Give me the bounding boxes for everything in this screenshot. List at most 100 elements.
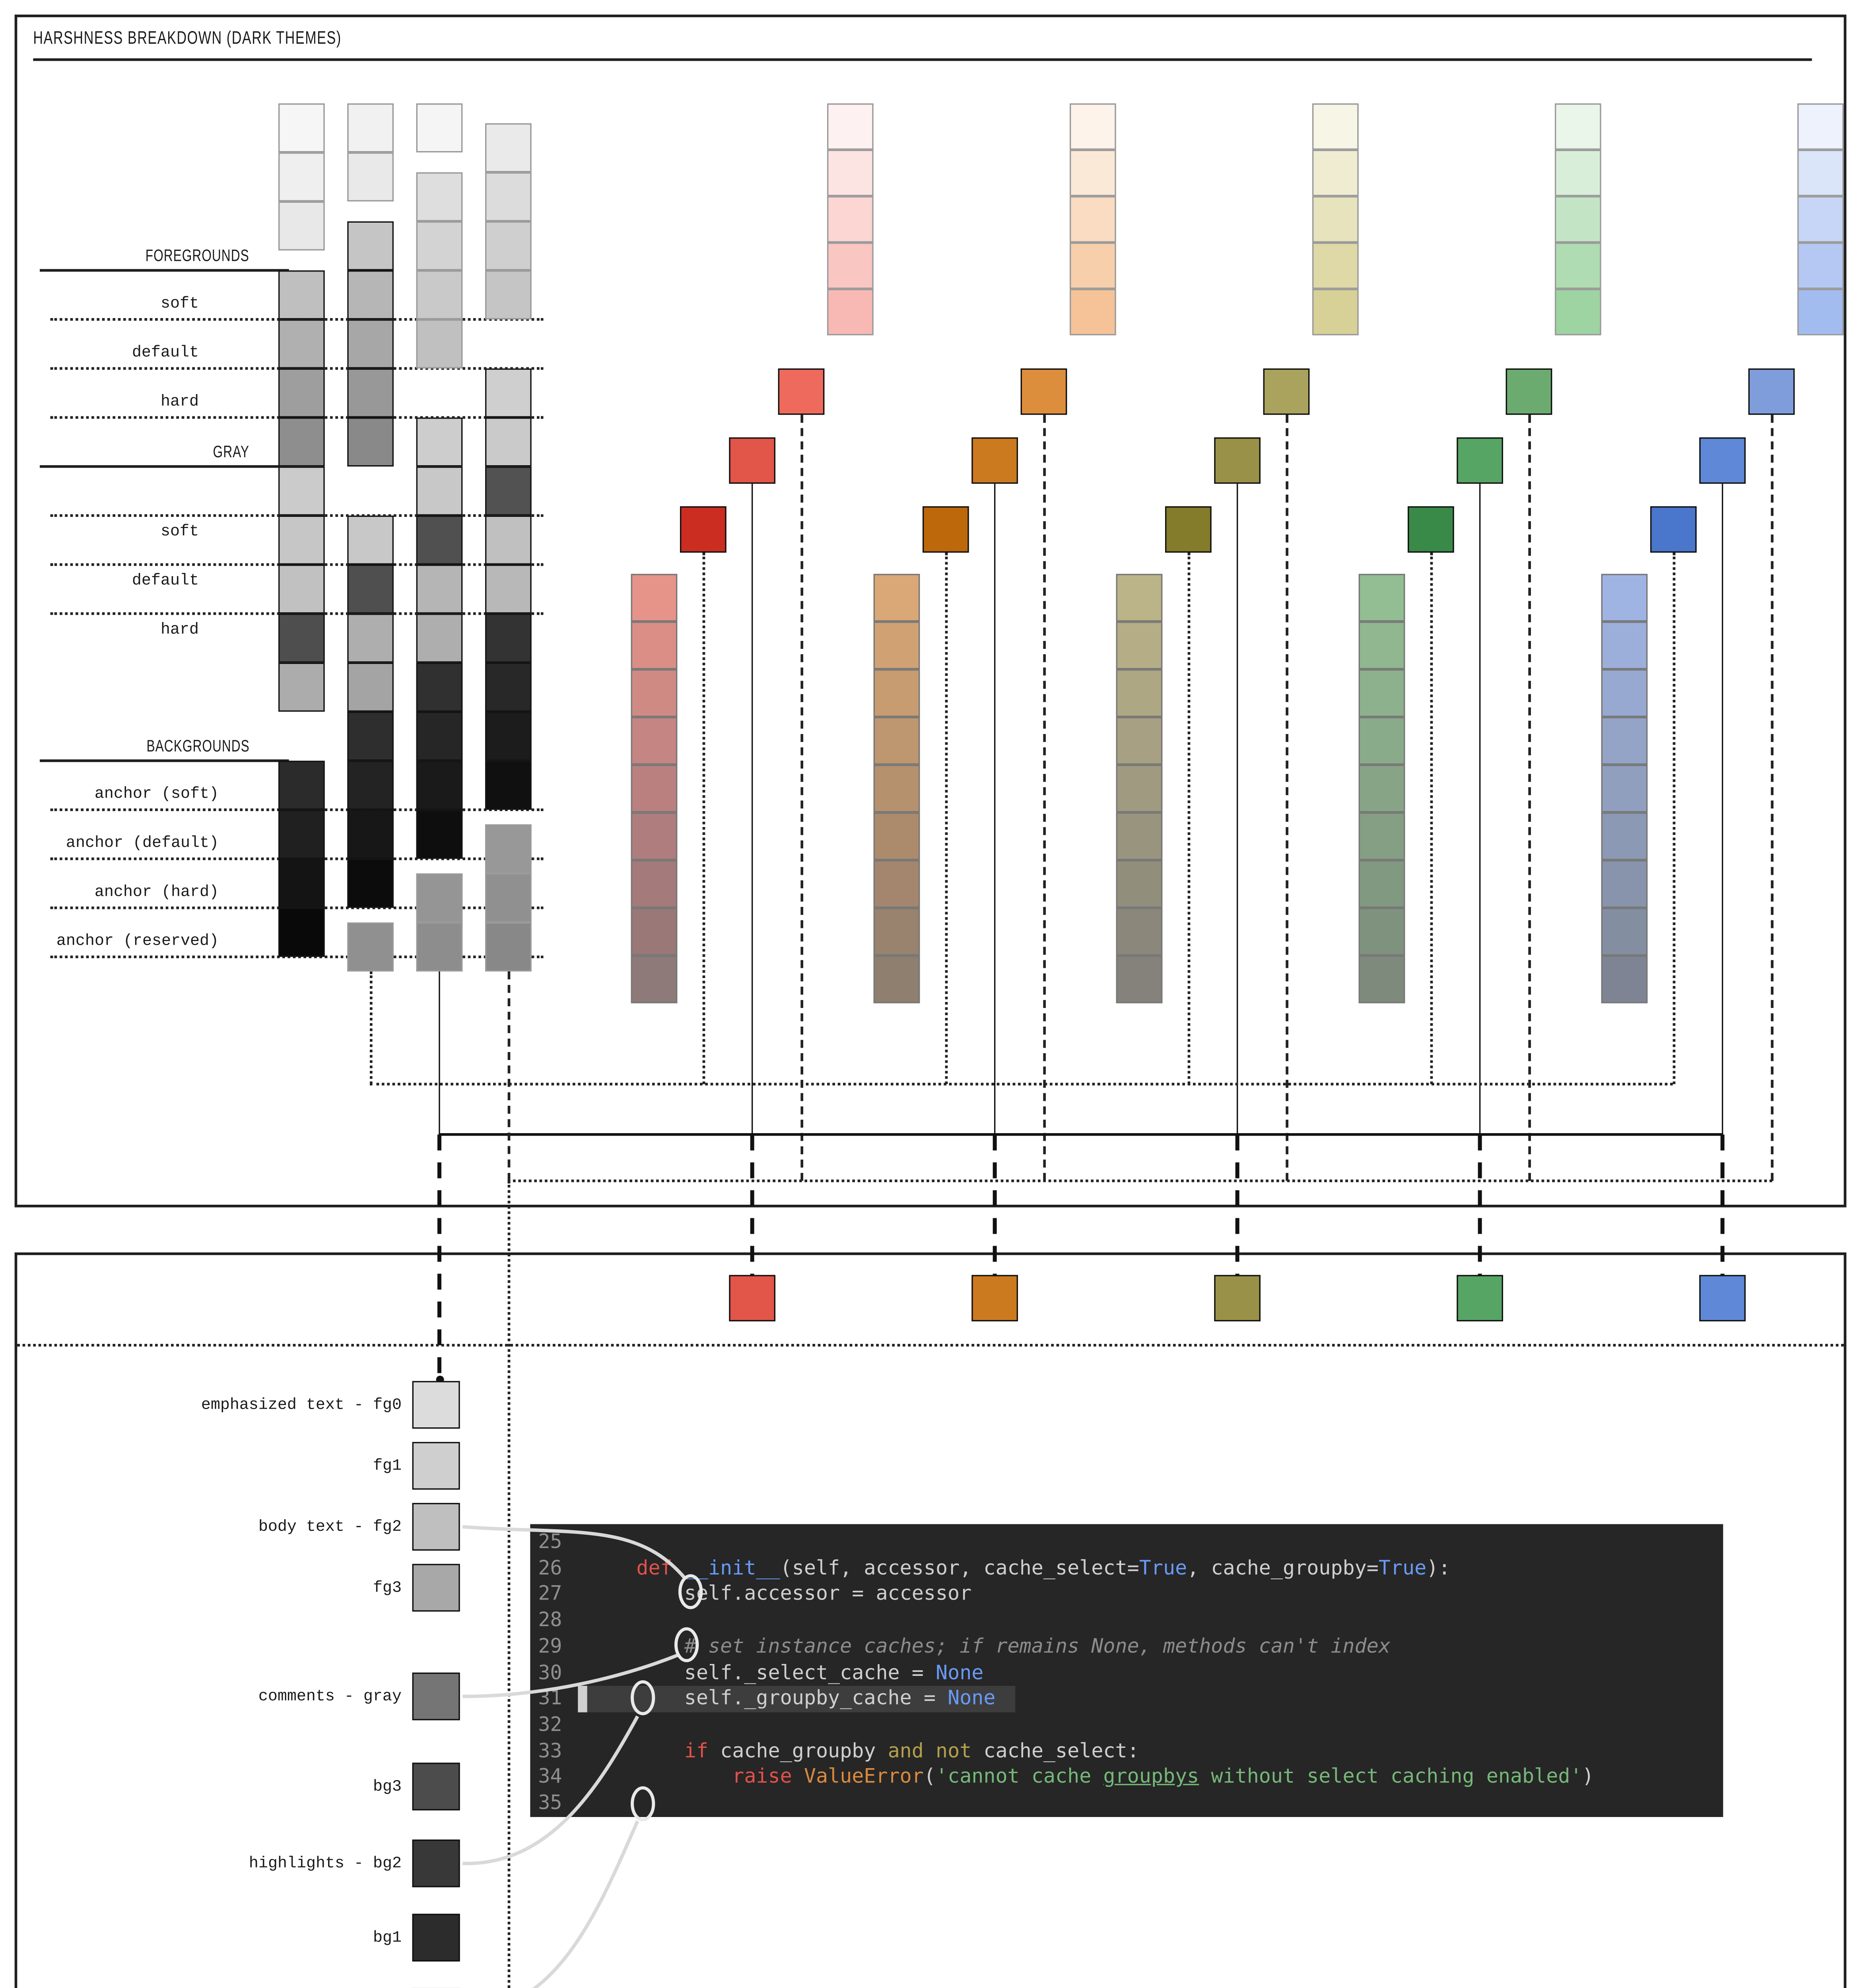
connector-dotted: [1429, 552, 1432, 1084]
connector-dotted: [1187, 552, 1190, 1084]
accent-hard-blue: [1650, 506, 1697, 553]
swatch-cell: [278, 201, 325, 250]
swatch-cell: [278, 152, 325, 202]
swatch-cell: [278, 319, 325, 369]
accent-swatch-row-item: [729, 1275, 775, 1322]
connector-dashed: [800, 415, 803, 1181]
fade-ramp-cell-blue: [1601, 860, 1648, 908]
legend-swatch-2: [412, 1503, 460, 1551]
swatch-cell: [347, 221, 394, 270]
connector-crossgap: [993, 1134, 997, 1275]
code-token-plain: ): [1582, 1764, 1594, 1788]
row-label-hard: hard: [160, 392, 199, 411]
swatch-cell: [416, 417, 463, 467]
light-ramp-cell-red: [827, 149, 874, 196]
code-token-plain: cache_select:: [971, 1738, 1139, 1762]
line-number: 26: [538, 1555, 562, 1580]
legend-label-3: fg3: [373, 1578, 402, 1597]
fade-ramp-cell-red: [631, 955, 678, 1004]
fade-ramp-cell-blue: [1601, 812, 1648, 860]
section-header-foregrounds: FOREGROUNDS: [40, 247, 249, 265]
panel2-dotted-rule: [17, 1343, 1844, 1347]
legend-dashed-line: [437, 1134, 441, 1381]
cursor-marker: [578, 1686, 587, 1712]
row-label-anchor-default-: anchor (default): [66, 833, 219, 852]
accent-default-green: [1457, 437, 1503, 484]
fade-ramp-cell-red: [631, 908, 678, 956]
line-number: 25: [538, 1529, 562, 1553]
light-ramp-cell-olive: [1312, 242, 1359, 289]
light-ramp-cell-red: [827, 242, 874, 289]
fade-ramp-cell-green: [1358, 621, 1405, 670]
connector-dotted: [701, 552, 705, 1084]
title-rule: [33, 58, 1812, 60]
legend-swatch-5: [412, 1763, 460, 1811]
fade-ramp-cell-olive: [1116, 717, 1163, 765]
line-number: 31: [538, 1686, 562, 1710]
swatch-cell: [485, 873, 532, 922]
fade-ramp-cell-blue: [1601, 669, 1648, 717]
legend-swatch-7: [412, 1914, 460, 1962]
fade-ramp-cell-orange: [873, 765, 920, 813]
light-ramp-cell-orange: [1069, 103, 1116, 150]
connector-dashed: [1527, 415, 1531, 1181]
swatch-cell: [278, 368, 325, 417]
fade-ramp-cell-orange: [873, 812, 920, 860]
fade-ramp-cell-green: [1358, 765, 1405, 813]
page-title: HARSHNESS BREAKDOWN (DARK THEMES): [33, 27, 342, 48]
swatch-cell: [347, 662, 394, 712]
row-dotted-line: [50, 955, 544, 958]
legend-dotted-line: [507, 1180, 510, 1988]
swatch-cell: [485, 368, 532, 417]
light-ramp-cell-red: [827, 103, 874, 150]
swatch-cell: [347, 711, 394, 761]
connector-crossgap: [1720, 1134, 1725, 1275]
connector-solid: [1236, 483, 1238, 1135]
code-line-26: def __init__(self, accessor, cache_selec…: [589, 1555, 1450, 1582]
section-header-backgrounds: BACKGROUNDS: [40, 737, 249, 755]
code-token-plain: (: [923, 1764, 936, 1788]
row-label-soft: soft: [160, 294, 199, 313]
code-token-const: None: [948, 1686, 996, 1710]
code-token-plain: (self, accessor, cache_select=: [780, 1555, 1139, 1580]
code-token-stru: groupbys: [1103, 1764, 1199, 1788]
legend-label-2: body text - fg2: [258, 1517, 402, 1536]
fade-ramp-cell-green: [1358, 812, 1405, 860]
legend-label-0: emphasized text - fg0: [201, 1395, 402, 1414]
swatch-cell: [278, 103, 325, 153]
connector-crossgap: [1235, 1134, 1239, 1275]
code-token-plain: [672, 1555, 684, 1579]
legend-label-1: fg1: [373, 1456, 402, 1475]
fade-ramp-cell-olive: [1116, 955, 1163, 1004]
light-ramp-cell-olive: [1312, 103, 1359, 150]
light-ramp-cell-green: [1554, 289, 1601, 336]
fade-ramp-cell-orange: [873, 908, 920, 956]
accent-hard-green: [1407, 506, 1454, 553]
light-ramp-cell-green: [1554, 196, 1601, 243]
code-token-plain: [589, 1555, 636, 1579]
swatch-cell: [485, 221, 532, 270]
legend-label-7: bg1: [373, 1928, 402, 1947]
swatch-cell: [278, 515, 325, 565]
accent-swatch-row-item: [1699, 1275, 1746, 1322]
code-token-plain: ):: [1426, 1555, 1451, 1580]
fade-ramp-cell-olive: [1116, 621, 1163, 670]
code-token-plain: [792, 1765, 804, 1788]
line-number: 27: [538, 1581, 562, 1606]
accent-soft-blue: [1748, 368, 1795, 415]
swatch-cell: [416, 761, 463, 810]
code-token-op: and: [888, 1738, 924, 1762]
code-token-op: not: [935, 1738, 972, 1762]
code-line-30: self._select_cache = None: [589, 1660, 984, 1686]
swatch-cell: [416, 873, 463, 922]
bus-solid: [439, 1133, 1723, 1136]
column3-drop: [438, 971, 440, 1135]
accent-default-blue: [1699, 437, 1746, 484]
swatch-cell: [485, 515, 532, 565]
fade-ramp-cell-olive: [1116, 669, 1163, 717]
row-label-soft: soft: [160, 522, 199, 541]
swatch-cell: [278, 662, 325, 712]
code-token-plain: self._groupby_cache =: [588, 1686, 948, 1710]
swatch-cell: [485, 613, 532, 663]
